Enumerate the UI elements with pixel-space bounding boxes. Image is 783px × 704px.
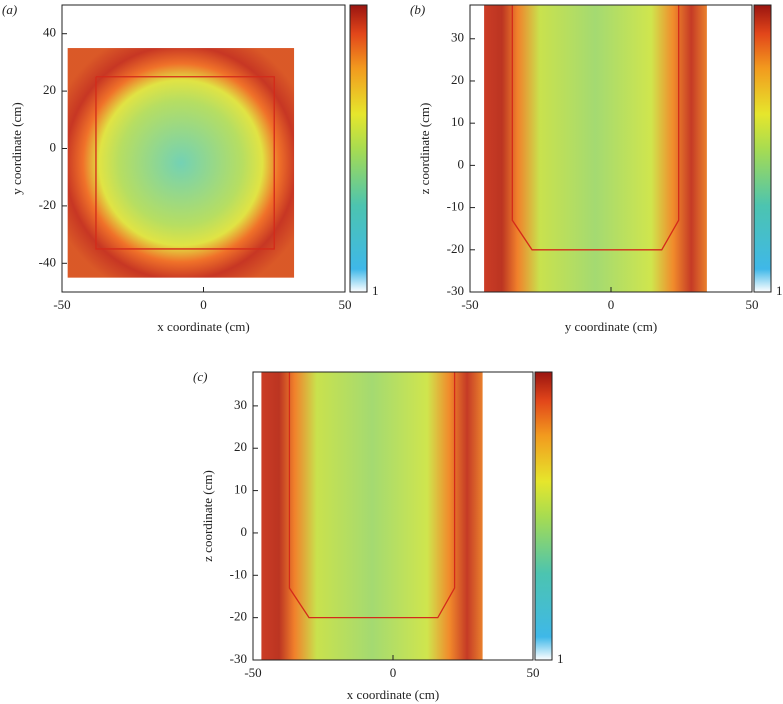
- outline: [95, 76, 275, 250]
- colorbar: [349, 4, 368, 293]
- colorbar-label: 1: [372, 283, 379, 298]
- colorbar-label: 1: [557, 651, 564, 666]
- y-tick-label: 20: [451, 72, 464, 87]
- y-tick-label: -10: [447, 199, 464, 214]
- panel-label: (c): [193, 369, 207, 384]
- y-tick-label: 0: [50, 139, 57, 154]
- y-tick-label: 40: [43, 25, 56, 40]
- colorbar: [753, 4, 772, 293]
- y-axis-label: z coordinate (cm): [200, 470, 215, 562]
- y-tick-label: 30: [451, 30, 464, 45]
- y-tick-label: 30: [234, 397, 247, 412]
- x-tick-label: 50: [527, 665, 540, 680]
- heatmap-field: [261, 372, 483, 660]
- x-tick-label: -50: [244, 665, 261, 680]
- heatmap-field: [484, 5, 707, 292]
- panel-label: (a): [2, 2, 17, 17]
- x-axis-label: x coordinate (cm): [347, 687, 439, 702]
- y-tick-label: -20: [230, 609, 247, 624]
- y-tick-label: 10: [451, 114, 464, 129]
- y-axis-label: y coordinate (cm): [9, 102, 24, 194]
- colorbar: [534, 371, 553, 661]
- y-tick-label: 10: [234, 482, 247, 497]
- colorbar-label: 1: [776, 283, 783, 298]
- x-tick-label: 50: [746, 297, 759, 312]
- panel-label: (b): [410, 2, 425, 17]
- y-tick-label: 20: [234, 439, 247, 454]
- y-tick-label: -30: [230, 651, 247, 666]
- x-axis-label: x coordinate (cm): [157, 319, 249, 334]
- x-tick-label: 0: [200, 297, 207, 312]
- y-tick-label: 20: [43, 82, 56, 97]
- y-tick-label: -20: [447, 241, 464, 256]
- outline: [511, 5, 680, 251]
- heatmap-field: [67, 48, 295, 278]
- y-tick-label: -20: [39, 197, 56, 212]
- x-tick-label: 0: [390, 665, 397, 680]
- x-tick-label: -50: [53, 297, 70, 312]
- x-axis-label: y coordinate (cm): [565, 319, 657, 334]
- y-tick-label: 0: [458, 156, 465, 171]
- x-tick-label: -50: [461, 297, 478, 312]
- x-tick-label: 0: [608, 297, 615, 312]
- x-tick-label: 50: [339, 297, 352, 312]
- y-axis-label: z coordinate (cm): [417, 103, 432, 195]
- outline: [288, 372, 456, 619]
- y-tick-label: -10: [230, 566, 247, 581]
- y-tick-label: -30: [447, 283, 464, 298]
- y-tick-label: 0: [241, 524, 248, 539]
- y-tick-label: -40: [39, 254, 56, 269]
